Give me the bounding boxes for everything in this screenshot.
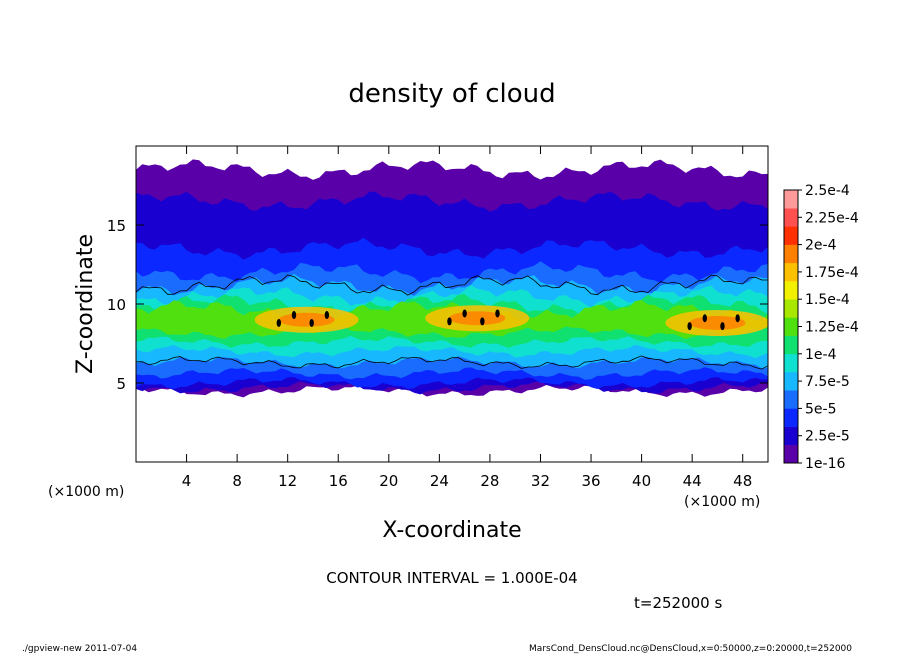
y-units-label: (×1000 m) <box>48 484 124 500</box>
y-axis-label: Z-coordinate <box>73 234 98 374</box>
colorbar-label: 2.25e-4 <box>805 210 859 226</box>
contour-2e-4 <box>720 322 725 331</box>
contour-1e-4 <box>136 274 768 370</box>
colorbar-swatch <box>784 444 798 464</box>
x-units-label: (×1000 m) <box>684 494 760 510</box>
contour-2e-4 <box>462 309 467 318</box>
colorbar-label: 2.5e-5 <box>805 429 850 445</box>
contour-2e-4 <box>276 318 282 327</box>
x-tick-label: 40 <box>632 472 651 490</box>
contour-2e-4 <box>309 318 314 327</box>
x-tick-label: 48 <box>733 472 752 490</box>
footer-left: ./gpview-new 2011-07-04 <box>22 644 137 654</box>
x-tick-label: 16 <box>329 472 348 490</box>
y-tick-label: 15 <box>107 217 126 235</box>
contour-2e-4 <box>480 317 485 326</box>
x-tick-label: 8 <box>232 472 242 490</box>
colorbar-swatch <box>784 226 798 245</box>
colorbar-swatch <box>784 408 798 427</box>
colorbar-swatch <box>784 262 798 282</box>
x-tick-label: 28 <box>480 472 499 490</box>
x-tick-label: 20 <box>379 472 398 490</box>
colorbar-swatch <box>784 390 798 409</box>
colorbar-swatch <box>784 208 798 227</box>
x-tick-label: 4 <box>182 472 192 490</box>
contour-2e-4 <box>735 314 740 323</box>
contour-2e-4 <box>291 311 297 320</box>
contour-interval-label: CONTOUR INTERVAL = 1.000E-04 <box>326 569 577 587</box>
contour-2e-4 <box>702 314 707 323</box>
y-tick-label: 5 <box>116 375 126 393</box>
colorbar-label: 1.5e-4 <box>805 292 850 308</box>
colorbar: 1e-16 2.5e-5 5e-5 7.5e-5 1e-4 1.25e-4 1.5e-4 1.… <box>783 183 859 472</box>
colorbar-swatch <box>784 353 798 373</box>
y-tick-label: 10 <box>107 296 126 314</box>
colorbar-label: 2e-4 <box>805 238 837 254</box>
x-tick-label: 32 <box>531 472 550 490</box>
time-label: t=252000 s <box>634 594 722 612</box>
y-axis: 5 10 15 <box>107 217 768 393</box>
colorbar-swatch <box>784 190 798 209</box>
colorbar-swatch <box>784 372 798 391</box>
colorbar-swatch <box>784 317 798 336</box>
colorbar-swatch <box>784 426 798 446</box>
x-tick-label: 44 <box>683 472 702 490</box>
x-tick-label: 12 <box>278 472 297 490</box>
contour-lines <box>136 274 768 370</box>
colorbar-label: 1.75e-4 <box>805 265 859 281</box>
footer-right: MarsCond_DensCloud.nc@DensCloud,x=0:5000… <box>529 644 852 654</box>
colorbar-label: 1.25e-4 <box>805 320 859 336</box>
x-axis-label: X-coordinate <box>382 518 521 543</box>
colorbar-label: 2.5e-4 <box>805 183 850 199</box>
contour-2e-4 <box>495 309 500 318</box>
colorbar-swatch <box>784 299 798 318</box>
x-tick-label: 24 <box>430 472 449 490</box>
contour-2e-4 <box>324 311 330 320</box>
colorbar-swatch <box>784 335 798 355</box>
density-field <box>136 159 768 398</box>
x-axis: 4 8 12 16 20 24 28 32 36 40 44 48 <box>182 146 752 490</box>
colorbar-label: 1e-4 <box>805 347 837 363</box>
colorbar-swatch <box>784 281 798 300</box>
colorbar-swatch <box>784 244 798 264</box>
colorbar-label: 5e-5 <box>805 401 836 417</box>
colorbar-label: 1e-16 <box>805 456 845 472</box>
contour-2e-4 <box>447 317 452 326</box>
chart-title: density of cloud <box>348 79 555 109</box>
x-tick-label: 36 <box>581 472 600 490</box>
contour-2e-4 <box>687 322 692 331</box>
colorbar-label: 7.5e-5 <box>805 374 850 390</box>
